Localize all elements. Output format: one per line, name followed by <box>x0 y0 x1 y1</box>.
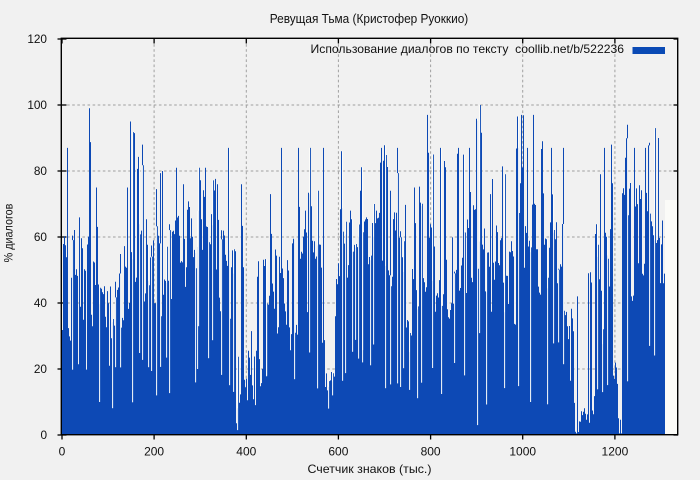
svg-text:Ревущая Тьма (Кристофер Руокки: Ревущая Тьма (Кристофер Руоккио) <box>270 11 469 26</box>
svg-text:Использование диалогов по текс: Использование диалогов по тексту coollib… <box>311 42 625 56</box>
svg-text:120: 120 <box>27 32 47 46</box>
svg-text:Счетчик знаков (тыс.): Счетчик знаков (тыс.) <box>308 462 432 476</box>
svg-text:100: 100 <box>27 98 47 112</box>
svg-text:800: 800 <box>421 444 441 458</box>
svg-text:0: 0 <box>40 428 47 442</box>
svg-text:40: 40 <box>34 296 48 310</box>
svg-text:400: 400 <box>236 444 256 458</box>
svg-text:60: 60 <box>34 230 48 244</box>
svg-text:200: 200 <box>144 444 164 458</box>
svg-text:% диалогов: % диалогов <box>4 204 16 263</box>
svg-text:80: 80 <box>34 164 48 178</box>
svg-text:600: 600 <box>328 444 348 458</box>
svg-text:1000: 1000 <box>509 444 536 458</box>
svg-text:1200: 1200 <box>602 444 629 458</box>
svg-text:0: 0 <box>59 444 66 458</box>
svg-text:20: 20 <box>34 362 48 376</box>
